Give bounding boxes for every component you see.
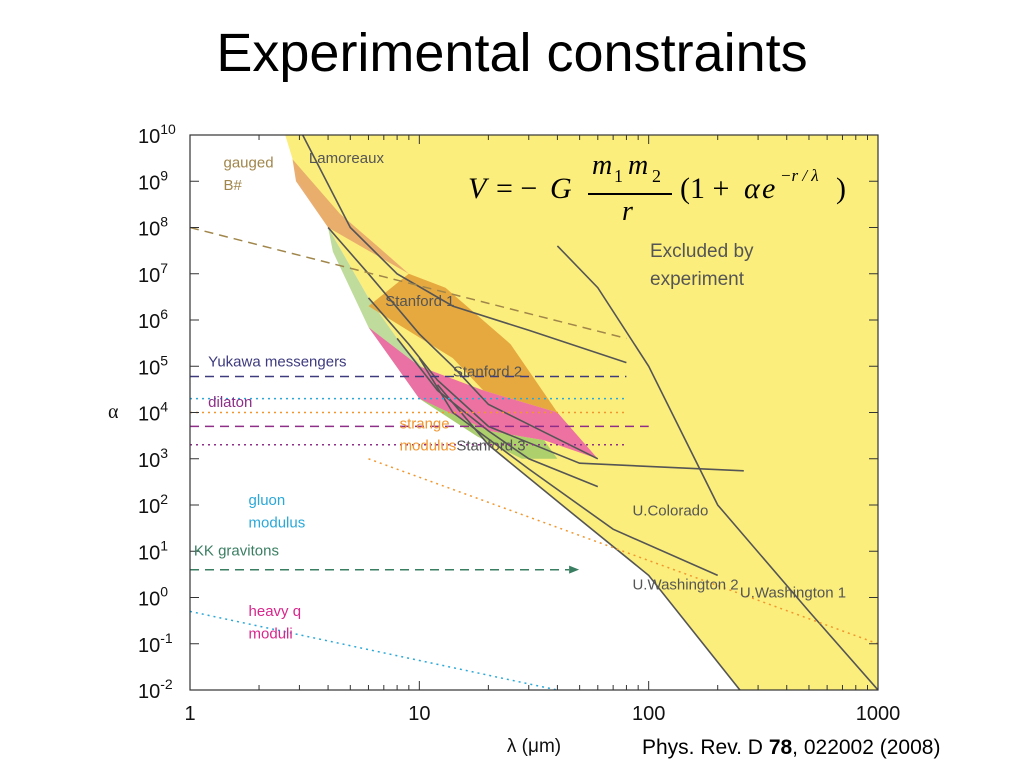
limit-curve-stanford-1 — [327, 226, 599, 460]
excluded-label: Excluded by experiment — [650, 241, 754, 290]
potential-formula: V = − G m 1 m 2 r (1 + α e −r / λ ) — [468, 150, 868, 250]
y-tick-label: 109 — [138, 167, 168, 194]
citation-journal: Phys. Rev. D — [642, 736, 769, 759]
citation-volume: 78 — [768, 736, 793, 759]
x-axis-label: λ (μm) — [507, 736, 561, 757]
y-axis-label: α — [108, 401, 119, 423]
limit-curve-stanford-3 — [396, 337, 599, 488]
annotation-dilaton: dilaton — [208, 394, 252, 411]
prediction-strange-modulus-6 — [368, 458, 878, 645]
y-tick-label: 100 — [138, 584, 168, 611]
prediction-gluon-modulus-7 — [190, 610, 558, 690]
annotation-moduli: moduli — [249, 625, 293, 642]
annotation-modulus: modulus — [249, 514, 306, 531]
annotation-gauged: gauged — [224, 154, 274, 171]
kk-arrowhead — [569, 565, 580, 574]
annotation-u-washington-2: U.Washington 2 — [632, 576, 738, 593]
limit-curve-u-washington-1 — [556, 245, 878, 690]
x-tick-label: 1 — [184, 703, 195, 725]
y-tick-label: 10-2 — [138, 676, 173, 703]
limit-curve-u-colorado — [418, 357, 719, 577]
formula-m2: m — [628, 150, 649, 181]
annotations: Excluded by experiment Lamoreaux Stanford 1… — [194, 150, 846, 643]
formula-G: G — [550, 172, 572, 205]
annotation-u-colorado: U.Colorado — [632, 502, 708, 519]
region-stanford-1 — [368, 273, 558, 413]
annotation-heavy-q: heavy q — [249, 603, 302, 620]
y-tick-label: 103 — [138, 445, 168, 472]
formula-sub1: 1 — [614, 166, 623, 186]
formula-r: r — [622, 196, 633, 227]
y-tick-label: 1010 — [138, 121, 176, 148]
annotation-kk-gravitons: KK gravitons — [194, 543, 279, 560]
annotation-stanford-2: Stanford 2 — [453, 364, 522, 381]
annotation-stanford-1: Stanford 1 — [385, 293, 454, 310]
formula-m1: m — [592, 150, 613, 181]
annotation-gluon: gluon — [249, 492, 286, 509]
y-tick-label: 106 — [138, 306, 168, 333]
axes: 1 10 100 1000 10-2 10-1 100 101 102 103 104 105 106 1… — [108, 121, 900, 757]
y-tick-label: 105 — [138, 352, 168, 379]
theory-predictions — [190, 226, 878, 690]
limit-curves — [301, 135, 878, 690]
y-tick-label: 108 — [138, 214, 168, 241]
y-tick-label: 107 — [138, 260, 168, 287]
limit-curve-u-washington-2 — [436, 384, 741, 690]
limit-curve-stanford-2 — [367, 297, 744, 472]
y-tick-label: 10-1 — [138, 630, 173, 657]
annotation-yukawa-messengers: Yukawa messengers — [208, 353, 346, 370]
annotation-stanford-3: Stanford 3 — [456, 438, 525, 455]
x-tick-label: 1000 — [856, 703, 901, 725]
prediction-gauged-b-0 — [190, 226, 627, 340]
y-tick-label: 102 — [138, 491, 168, 518]
region-stanford-3 — [419, 398, 558, 459]
formula-eq: = − — [496, 172, 538, 205]
y-tick-label: 104 — [138, 399, 168, 426]
citation-rest: , 022002 (2008) — [792, 736, 941, 759]
annotation-b: B# — [224, 177, 243, 194]
x-tick-label: 10 — [408, 703, 430, 725]
formula-exponent: −r / λ — [780, 166, 819, 185]
annotation-u-washington-1: U.Washington 1 — [740, 585, 846, 602]
formula-V: V — [468, 172, 487, 205]
annotation-strange: strange — [400, 416, 450, 433]
formula-e: e — [762, 172, 776, 205]
y-tick-label: 101 — [138, 537, 168, 564]
annotation-lamoreaux: Lamoreaux — [309, 150, 385, 167]
formula-paren: (1 + — [680, 172, 730, 205]
citation: Phys. Rev. D 78, 022002 (2008) — [642, 736, 940, 760]
formula-close: ) — [836, 172, 846, 205]
fraction-bar — [588, 193, 672, 195]
annotation-modulus: modulus — [400, 438, 457, 455]
slide-title: Experimental constraints — [216, 23, 808, 83]
formula-alpha: α — [744, 172, 760, 205]
formula-sub2: 2 — [652, 166, 661, 186]
limit-curve-lamoreaux — [301, 135, 627, 364]
x-tick-label: 100 — [632, 703, 665, 725]
